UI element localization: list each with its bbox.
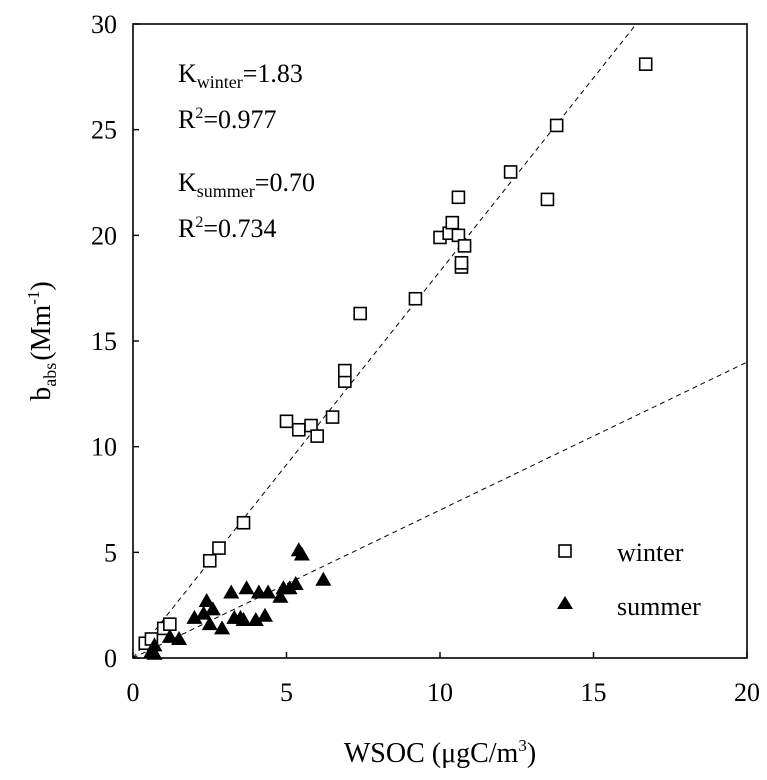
point-winter xyxy=(457,239,472,253)
point-summer xyxy=(146,637,163,652)
point-winter xyxy=(503,165,518,179)
point-summer xyxy=(315,571,332,586)
x-tick-label: 20 xyxy=(734,678,760,707)
point-winter xyxy=(451,190,466,205)
point-summer xyxy=(272,588,289,603)
point-summer xyxy=(161,628,178,643)
point-winter xyxy=(279,414,294,429)
point-summer xyxy=(201,616,218,631)
legend-winter-label: winter xyxy=(617,538,684,567)
y-tick-label: 15 xyxy=(91,327,117,356)
y-tick-label: 25 xyxy=(91,116,117,145)
y-tick-label: 30 xyxy=(91,10,117,39)
point-winter xyxy=(353,306,367,321)
y-axis-title: babs(Mm-1) xyxy=(24,281,60,401)
point-winter xyxy=(212,541,226,555)
legend-summer-label: summer xyxy=(617,592,701,621)
point-summer xyxy=(195,605,212,620)
point-winter xyxy=(540,192,555,207)
point-winter xyxy=(408,291,423,306)
annotation-k-winter: Kwinter=1.83 xyxy=(178,59,303,92)
point-winter xyxy=(163,617,177,631)
y-tick-label: 5 xyxy=(104,538,117,567)
point-summer xyxy=(238,580,255,595)
point-summer xyxy=(186,609,203,624)
point-summer xyxy=(247,611,264,626)
point-winter xyxy=(338,363,352,378)
point-summer xyxy=(198,592,215,607)
point-winter xyxy=(549,118,564,133)
point-winter xyxy=(325,410,340,424)
y-tick-label: 10 xyxy=(91,433,117,462)
legend: winter summer xyxy=(557,538,701,621)
point-summer xyxy=(260,584,277,599)
point-summer xyxy=(287,576,304,591)
point-winter xyxy=(310,429,325,443)
x-tick-label: 0 xyxy=(127,678,140,707)
point-winter xyxy=(291,422,306,437)
x-tick-label: 5 xyxy=(280,678,293,707)
point-winter xyxy=(236,515,251,530)
point-summer xyxy=(223,584,240,599)
x-tick-label: 10 xyxy=(427,678,453,707)
point-winter xyxy=(454,256,469,270)
point-summer xyxy=(204,601,221,616)
point-winter xyxy=(638,57,653,71)
point-summer xyxy=(257,607,274,622)
legend-summer-marker xyxy=(557,596,573,609)
point-summer xyxy=(293,546,310,561)
fit-line-summer xyxy=(132,361,748,659)
annotation-r2-summer: R2=0.734 xyxy=(178,214,277,243)
point-winter xyxy=(202,553,217,568)
annotation-block: Kwinter=1.83 R2=0.977 Ksummer=0.70 R2=0.… xyxy=(178,59,315,243)
point-summer xyxy=(214,620,231,635)
y-tick-label: 20 xyxy=(91,221,117,250)
plot-area xyxy=(132,23,748,660)
x-tick-label: 15 xyxy=(581,678,607,707)
point-summer xyxy=(171,630,188,645)
annotation-r2-winter: R2=0.977 xyxy=(178,105,277,134)
x-axis-title: WSOC (μgC/m3) xyxy=(344,736,536,769)
y-tick-label: 0 xyxy=(104,644,117,673)
point-summer xyxy=(146,645,163,660)
point-summer xyxy=(235,611,252,626)
legend-winter-marker xyxy=(558,544,572,558)
point-winter xyxy=(445,215,460,230)
annotation-k-summer: Ksummer=0.70 xyxy=(178,168,315,201)
